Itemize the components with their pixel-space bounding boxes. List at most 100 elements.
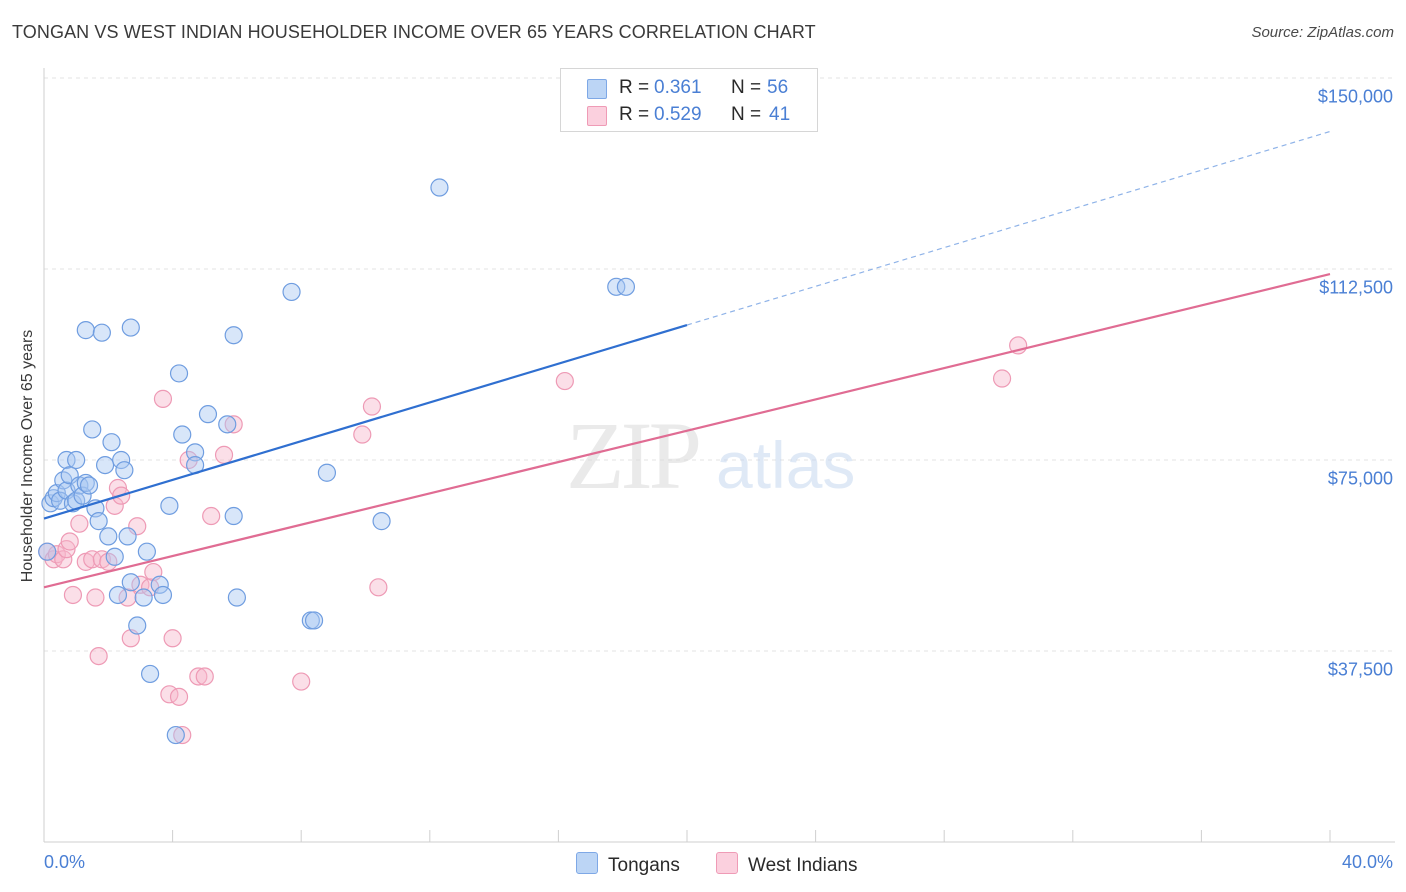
legend-n-label: N = bbox=[731, 104, 762, 125]
point-tongans bbox=[115, 461, 134, 480]
bottom-legend-label-west-indians: West Indians bbox=[748, 855, 858, 876]
point-tongans bbox=[76, 473, 95, 493]
point-west-indians bbox=[54, 550, 73, 569]
point-west-indians bbox=[292, 672, 311, 691]
correlation-legend: R = 0.361 N = 56 R = 0.529 N = 41 bbox=[560, 68, 818, 132]
trendline-west-indians bbox=[43, 273, 1331, 589]
point-tongans bbox=[118, 527, 137, 546]
legend-r-value: 0.529 bbox=[654, 104, 702, 125]
point-tongans bbox=[67, 450, 86, 470]
trendlines bbox=[43, 130, 1331, 589]
point-west-indians bbox=[214, 445, 234, 465]
point-tongans bbox=[186, 443, 205, 462]
chart-title: TONGAN VS WEST INDIAN HOUSEHOLDER INCOME… bbox=[12, 22, 816, 42]
point-west-indians bbox=[153, 389, 173, 408]
x-tick-label-min: 0.0% bbox=[44, 852, 86, 872]
point-west-indians bbox=[86, 588, 105, 607]
point-tongans bbox=[317, 463, 337, 482]
point-west-indians bbox=[60, 532, 79, 551]
point-west-indians bbox=[70, 514, 89, 533]
point-tongans bbox=[121, 573, 140, 592]
point-tongans bbox=[607, 277, 626, 296]
point-tongans bbox=[121, 318, 140, 337]
point-tongans bbox=[430, 178, 449, 197]
gridlines bbox=[44, 77, 1395, 652]
x-tick-label-max: 40.0% bbox=[1341, 852, 1393, 872]
point-tongans bbox=[173, 425, 192, 444]
point-tongans bbox=[198, 405, 218, 424]
bottom-legend-swatch-tongans bbox=[576, 852, 598, 874]
west-indians-points bbox=[38, 336, 1028, 745]
bottom-legend-swatch-west-indians bbox=[716, 852, 738, 874]
y-tick-label: $37,500 bbox=[1327, 659, 1393, 680]
legend-n-value: 56 bbox=[767, 77, 789, 98]
point-tongans bbox=[140, 664, 160, 684]
point-tongans bbox=[304, 611, 324, 630]
point-tongans bbox=[616, 277, 636, 296]
point-west-indians bbox=[44, 550, 63, 569]
point-tongans bbox=[83, 420, 102, 439]
trendline-tongans-solid bbox=[43, 323, 688, 520]
point-tongans bbox=[99, 527, 118, 546]
watermark: ZIP atlas bbox=[566, 402, 855, 509]
point-tongans bbox=[57, 450, 76, 470]
point-tongans bbox=[79, 476, 99, 495]
point-west-indians bbox=[202, 506, 221, 526]
point-tongans bbox=[92, 323, 111, 342]
point-tongans bbox=[128, 616, 147, 635]
bottom-legend-west-indians: West Indians bbox=[716, 852, 857, 877]
point-tongans bbox=[224, 506, 243, 526]
legend-r-value: 0.361 bbox=[654, 77, 702, 98]
point-west-indians bbox=[173, 725, 192, 745]
point-tongans bbox=[108, 585, 128, 605]
point-west-indians bbox=[195, 667, 214, 686]
legend-r-label: R = bbox=[619, 77, 650, 98]
point-tongans bbox=[166, 725, 185, 745]
legend-swatch-west-indians bbox=[587, 106, 607, 126]
legend-n-value: 41 bbox=[769, 104, 791, 125]
tongans-points bbox=[38, 178, 636, 745]
point-tongans bbox=[218, 415, 237, 434]
point-tongans bbox=[134, 588, 153, 607]
point-tongans bbox=[224, 326, 243, 345]
point-tongans bbox=[137, 542, 156, 561]
point-tongans bbox=[282, 282, 301, 302]
point-tongans bbox=[38, 542, 57, 561]
point-west-indians bbox=[555, 371, 574, 391]
point-west-indians bbox=[369, 578, 388, 597]
bottom-legend-label-tongans: Tongans bbox=[608, 855, 680, 876]
y-axis-label: Householder Income Over 65 years bbox=[19, 329, 36, 583]
point-west-indians bbox=[89, 646, 108, 666]
point-tongans bbox=[169, 364, 189, 383]
point-west-indians bbox=[362, 397, 382, 416]
point-tongans bbox=[89, 512, 108, 531]
watermark-atlas: atlas bbox=[716, 428, 855, 502]
y-tick-label: $150,000 bbox=[1317, 86, 1393, 107]
legend-n-label: N = bbox=[731, 77, 762, 98]
point-west-indians bbox=[189, 667, 208, 686]
y-tick-label: $112,500 bbox=[1319, 277, 1393, 298]
point-tongans bbox=[372, 512, 391, 531]
point-tongans bbox=[160, 496, 179, 515]
bottom-legend-tongans: Tongans bbox=[576, 852, 680, 877]
point-tongans bbox=[76, 321, 95, 340]
point-tongans bbox=[150, 575, 169, 594]
point-west-indians bbox=[163, 629, 182, 648]
point-west-indians bbox=[353, 425, 372, 444]
point-tongans bbox=[227, 588, 246, 607]
point-west-indians bbox=[169, 687, 189, 706]
point-west-indians bbox=[63, 585, 83, 605]
trendline-tongans-dashed bbox=[686, 130, 1331, 326]
chart-source: Source: ZipAtlas.com bbox=[1251, 24, 1394, 41]
point-west-indians bbox=[224, 415, 243, 434]
point-tongans bbox=[105, 547, 124, 566]
y-tick-label: $75,000 bbox=[1327, 468, 1393, 489]
point-tongans bbox=[153, 585, 173, 605]
axes bbox=[43, 68, 1395, 843]
legend-r-label: R = bbox=[619, 104, 650, 125]
point-west-indians bbox=[992, 369, 1012, 388]
point-tongans bbox=[102, 433, 121, 452]
point-tongans bbox=[112, 450, 131, 470]
point-tongans bbox=[95, 455, 115, 475]
